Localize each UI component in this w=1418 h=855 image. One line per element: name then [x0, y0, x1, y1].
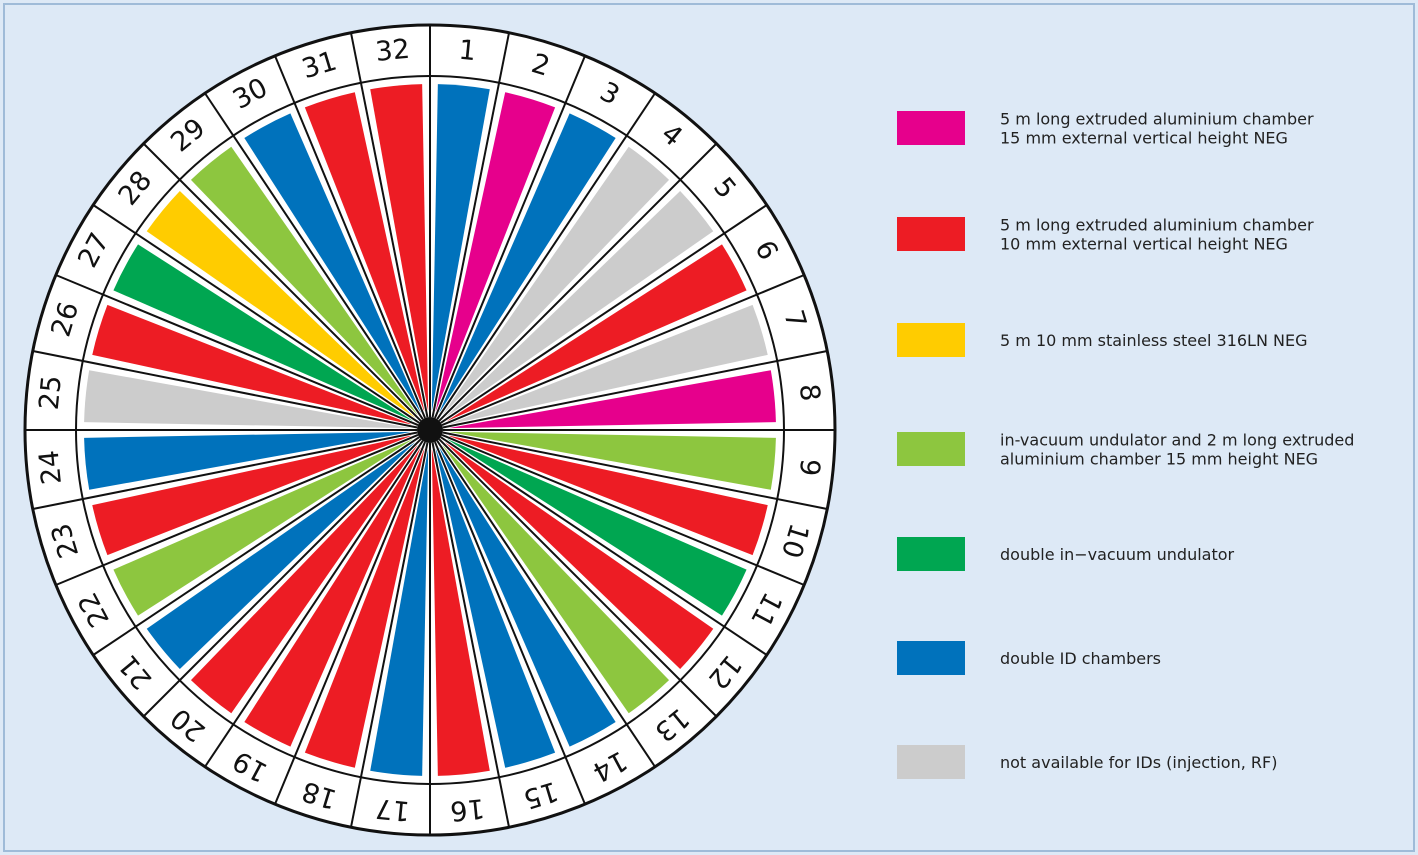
spoke	[142, 438, 422, 718]
legend-swatch	[897, 537, 965, 571]
sector-wedge	[84, 370, 411, 429]
sector-wedge	[435, 449, 556, 768]
spoke	[204, 92, 424, 420]
sector-wedge	[113, 439, 413, 616]
spoke	[142, 142, 422, 422]
sector-wedge	[370, 449, 429, 776]
spoke	[55, 434, 419, 586]
sector-label: 9	[793, 457, 826, 477]
sector-wedge	[447, 244, 747, 421]
sector-wedge	[445, 190, 714, 418]
spoke	[431, 442, 510, 828]
legend-swatch	[897, 641, 965, 675]
sector-wedge	[84, 431, 411, 490]
sector-wedge	[449, 304, 768, 425]
sector-label: 8	[793, 383, 826, 403]
spokes	[25, 25, 835, 835]
sector-label: 24	[34, 449, 68, 486]
sector-wedge	[113, 244, 413, 421]
legend-label: 5 m 10 mm stainless steel 316LN NEG	[1000, 331, 1308, 350]
sector-label: 16	[449, 792, 486, 826]
spoke	[442, 350, 828, 429]
legend-label: double in−vacuum undulator	[1000, 545, 1235, 564]
legend-label: aluminium chamber 15 mm height NEG	[1000, 450, 1318, 469]
spoke	[440, 204, 768, 424]
spoke	[440, 436, 768, 656]
sector-wedge	[431, 449, 490, 776]
spoke	[204, 440, 424, 768]
spoke	[434, 441, 586, 805]
legend-label: 5 m long extruded aluminium chamber	[1000, 216, 1314, 235]
sector-wedge	[190, 445, 418, 714]
spoke	[442, 431, 828, 510]
spoke	[438, 142, 718, 422]
legend-swatch	[897, 323, 965, 357]
spoke	[32, 350, 418, 429]
spoke	[92, 204, 420, 424]
legend-label: 15 mm external vertical height NEG	[1000, 129, 1288, 148]
spoke	[274, 55, 426, 419]
spoke	[350, 32, 429, 418]
sector-wedge	[92, 304, 411, 425]
legend-swatch	[897, 217, 965, 251]
sector-wedge	[439, 447, 616, 747]
sector-wedge	[442, 445, 670, 714]
spoke	[441, 434, 805, 586]
spoke	[438, 438, 718, 718]
sector-wedge	[449, 435, 768, 556]
legend-label: 5 m long extruded aluminium chamber	[1000, 110, 1314, 129]
sector-wedge	[304, 449, 425, 768]
spoke	[350, 442, 429, 828]
hub	[417, 417, 443, 443]
legend-label: not available for IDs (injection, RF)	[1000, 753, 1277, 772]
sector-wedge	[439, 113, 616, 413]
spoke	[274, 441, 426, 805]
sector-wedge	[190, 146, 418, 415]
spoke	[436, 440, 656, 768]
sector-wedge	[431, 84, 490, 411]
spoke	[441, 274, 805, 426]
wedges	[84, 84, 776, 776]
sector-wedge	[370, 84, 429, 411]
sector-wedge	[442, 146, 670, 415]
sector-label: 1	[457, 35, 477, 68]
legend-label: 10 mm external vertical height NEG	[1000, 235, 1288, 254]
sector-wedge	[244, 447, 421, 747]
sector-wedge	[449, 370, 776, 429]
sector-label: 25	[34, 374, 68, 411]
sector-wedge	[146, 442, 415, 670]
spoke	[32, 431, 418, 510]
spoke	[431, 32, 510, 418]
legend-label: in-vacuum undulator and 2 m long extrude…	[1000, 431, 1354, 450]
spoke	[434, 55, 586, 419]
sector-label: 17	[374, 792, 411, 826]
sector-wedge	[435, 92, 556, 411]
sector-wedge	[449, 431, 776, 490]
sector-wedge	[445, 442, 714, 670]
sector-label: 32	[374, 34, 411, 68]
sector-wedge	[244, 113, 421, 413]
legend-label: double ID chambers	[1000, 649, 1161, 668]
sector-wedge	[92, 435, 411, 556]
spoke	[92, 436, 420, 656]
legend-swatch	[897, 432, 965, 466]
legend-swatch	[897, 111, 965, 145]
spoke	[436, 92, 656, 420]
spoke	[55, 274, 419, 426]
sector-wedge	[146, 190, 415, 418]
sector-wedge	[304, 92, 425, 411]
sector-wedge	[447, 439, 747, 616]
legend-swatch	[897, 745, 965, 779]
